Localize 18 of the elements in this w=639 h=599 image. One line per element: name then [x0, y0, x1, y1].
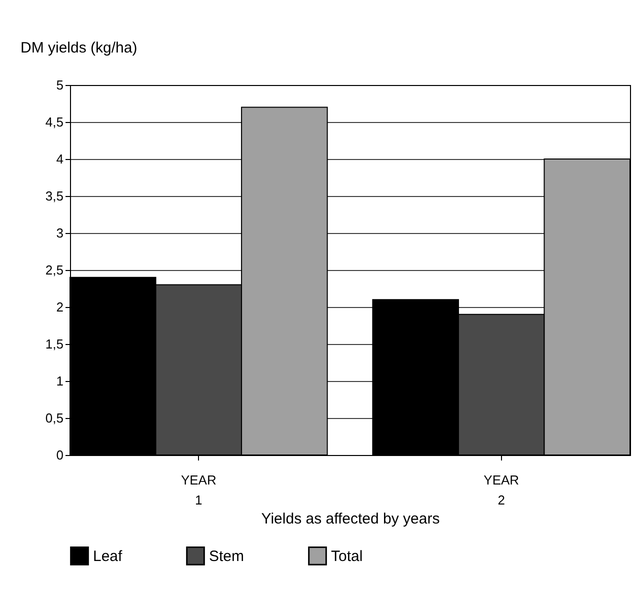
y-tick-label: 1,5 — [45, 336, 64, 352]
legend-label: Stem — [209, 548, 244, 565]
y-tick-label: 3,5 — [45, 188, 64, 204]
y-tick-label: 3 — [56, 226, 64, 240]
legend-label: Total — [331, 548, 363, 565]
y-tick-label: 0 — [56, 448, 64, 462]
x-axis-title: Yields as affected by years — [261, 510, 440, 528]
x-tick-label: YEAR 2 — [484, 472, 520, 508]
legend-label: Leaf — [93, 548, 124, 565]
y-tick-label: 4,5 — [45, 114, 64, 130]
y-tick-label: 2 — [56, 300, 64, 314]
x-tick-label: YEAR 1 — [180, 472, 216, 508]
y-tick-label: 0,5 — [45, 410, 64, 426]
y-tick-label: 4 — [56, 152, 64, 166]
y-axis-title: DM yields (kg/ha) — [20, 40, 138, 56]
y-tick-label: 5 — [56, 78, 64, 92]
y-tick-label: 1 — [56, 374, 64, 388]
y-tick-label: 2,5 — [45, 262, 64, 278]
